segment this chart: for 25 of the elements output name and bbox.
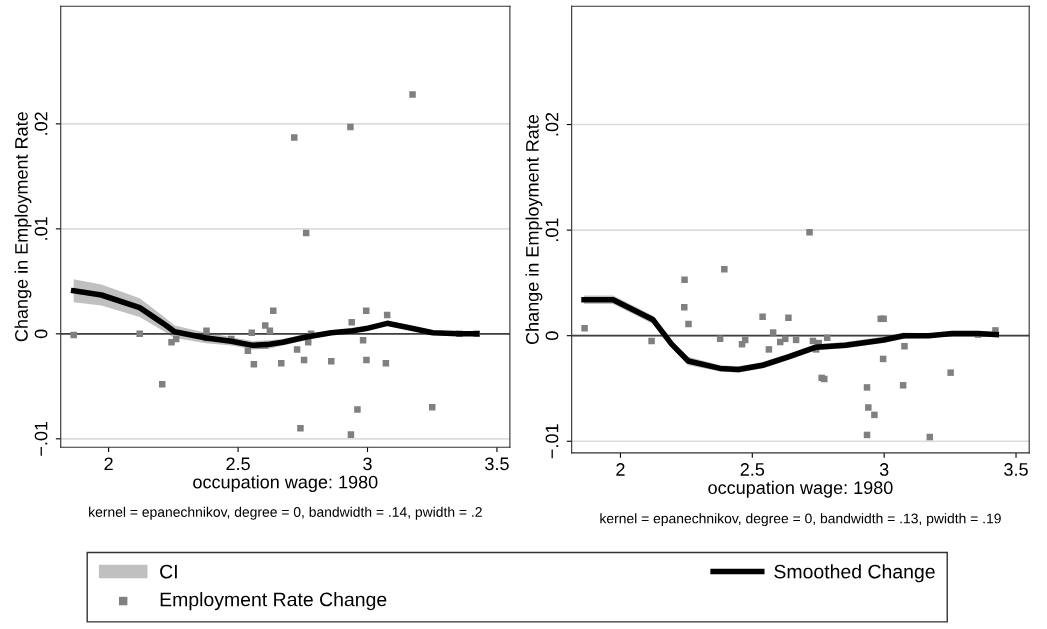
y-axis-title: Change in Employment Rate xyxy=(525,114,543,345)
legend-label: CI xyxy=(160,564,177,579)
x-axis-title: occupation wage: 1980 xyxy=(708,480,893,498)
y-tick-label: 0 xyxy=(545,331,559,340)
y-tick-label: .01 xyxy=(545,218,559,242)
legend-label: Smoothed Change xyxy=(774,564,935,583)
x-tick-label: 3 xyxy=(879,463,889,476)
text: kernel = epanechnikov, degree = 0, bandwidth = .14, pwidth = .2 xyxy=(89,506,482,520)
y-tick-label: 0 xyxy=(34,329,48,339)
x-tick-label: 2 xyxy=(104,457,113,471)
x-tick-label: 3 xyxy=(363,457,372,471)
x-tick-label: 3.5 xyxy=(485,457,509,471)
y-tick-label: −.01 xyxy=(545,424,559,459)
y-tick-label: .02 xyxy=(545,112,559,136)
y-tick-label: .02 xyxy=(34,112,48,135)
x-tick-label: 3.5 xyxy=(1004,463,1028,476)
y-tick-label: −.01 xyxy=(34,421,48,456)
x-tick-label: 2.5 xyxy=(226,457,250,471)
legend-label: Employment Rate Change xyxy=(160,592,387,611)
x-axis-title: occupation wage: 1980 xyxy=(193,475,378,492)
x-tick-label: 2 xyxy=(616,463,625,476)
text: kernel = epanechnikov, degree = 0, bandwidth = .13, pwidth = .19 xyxy=(600,513,1001,527)
y-axis-title: Change in Employment Rate xyxy=(14,112,32,342)
y-tick-label: .01 xyxy=(34,217,48,240)
x-tick-label: 2.5 xyxy=(740,463,765,476)
